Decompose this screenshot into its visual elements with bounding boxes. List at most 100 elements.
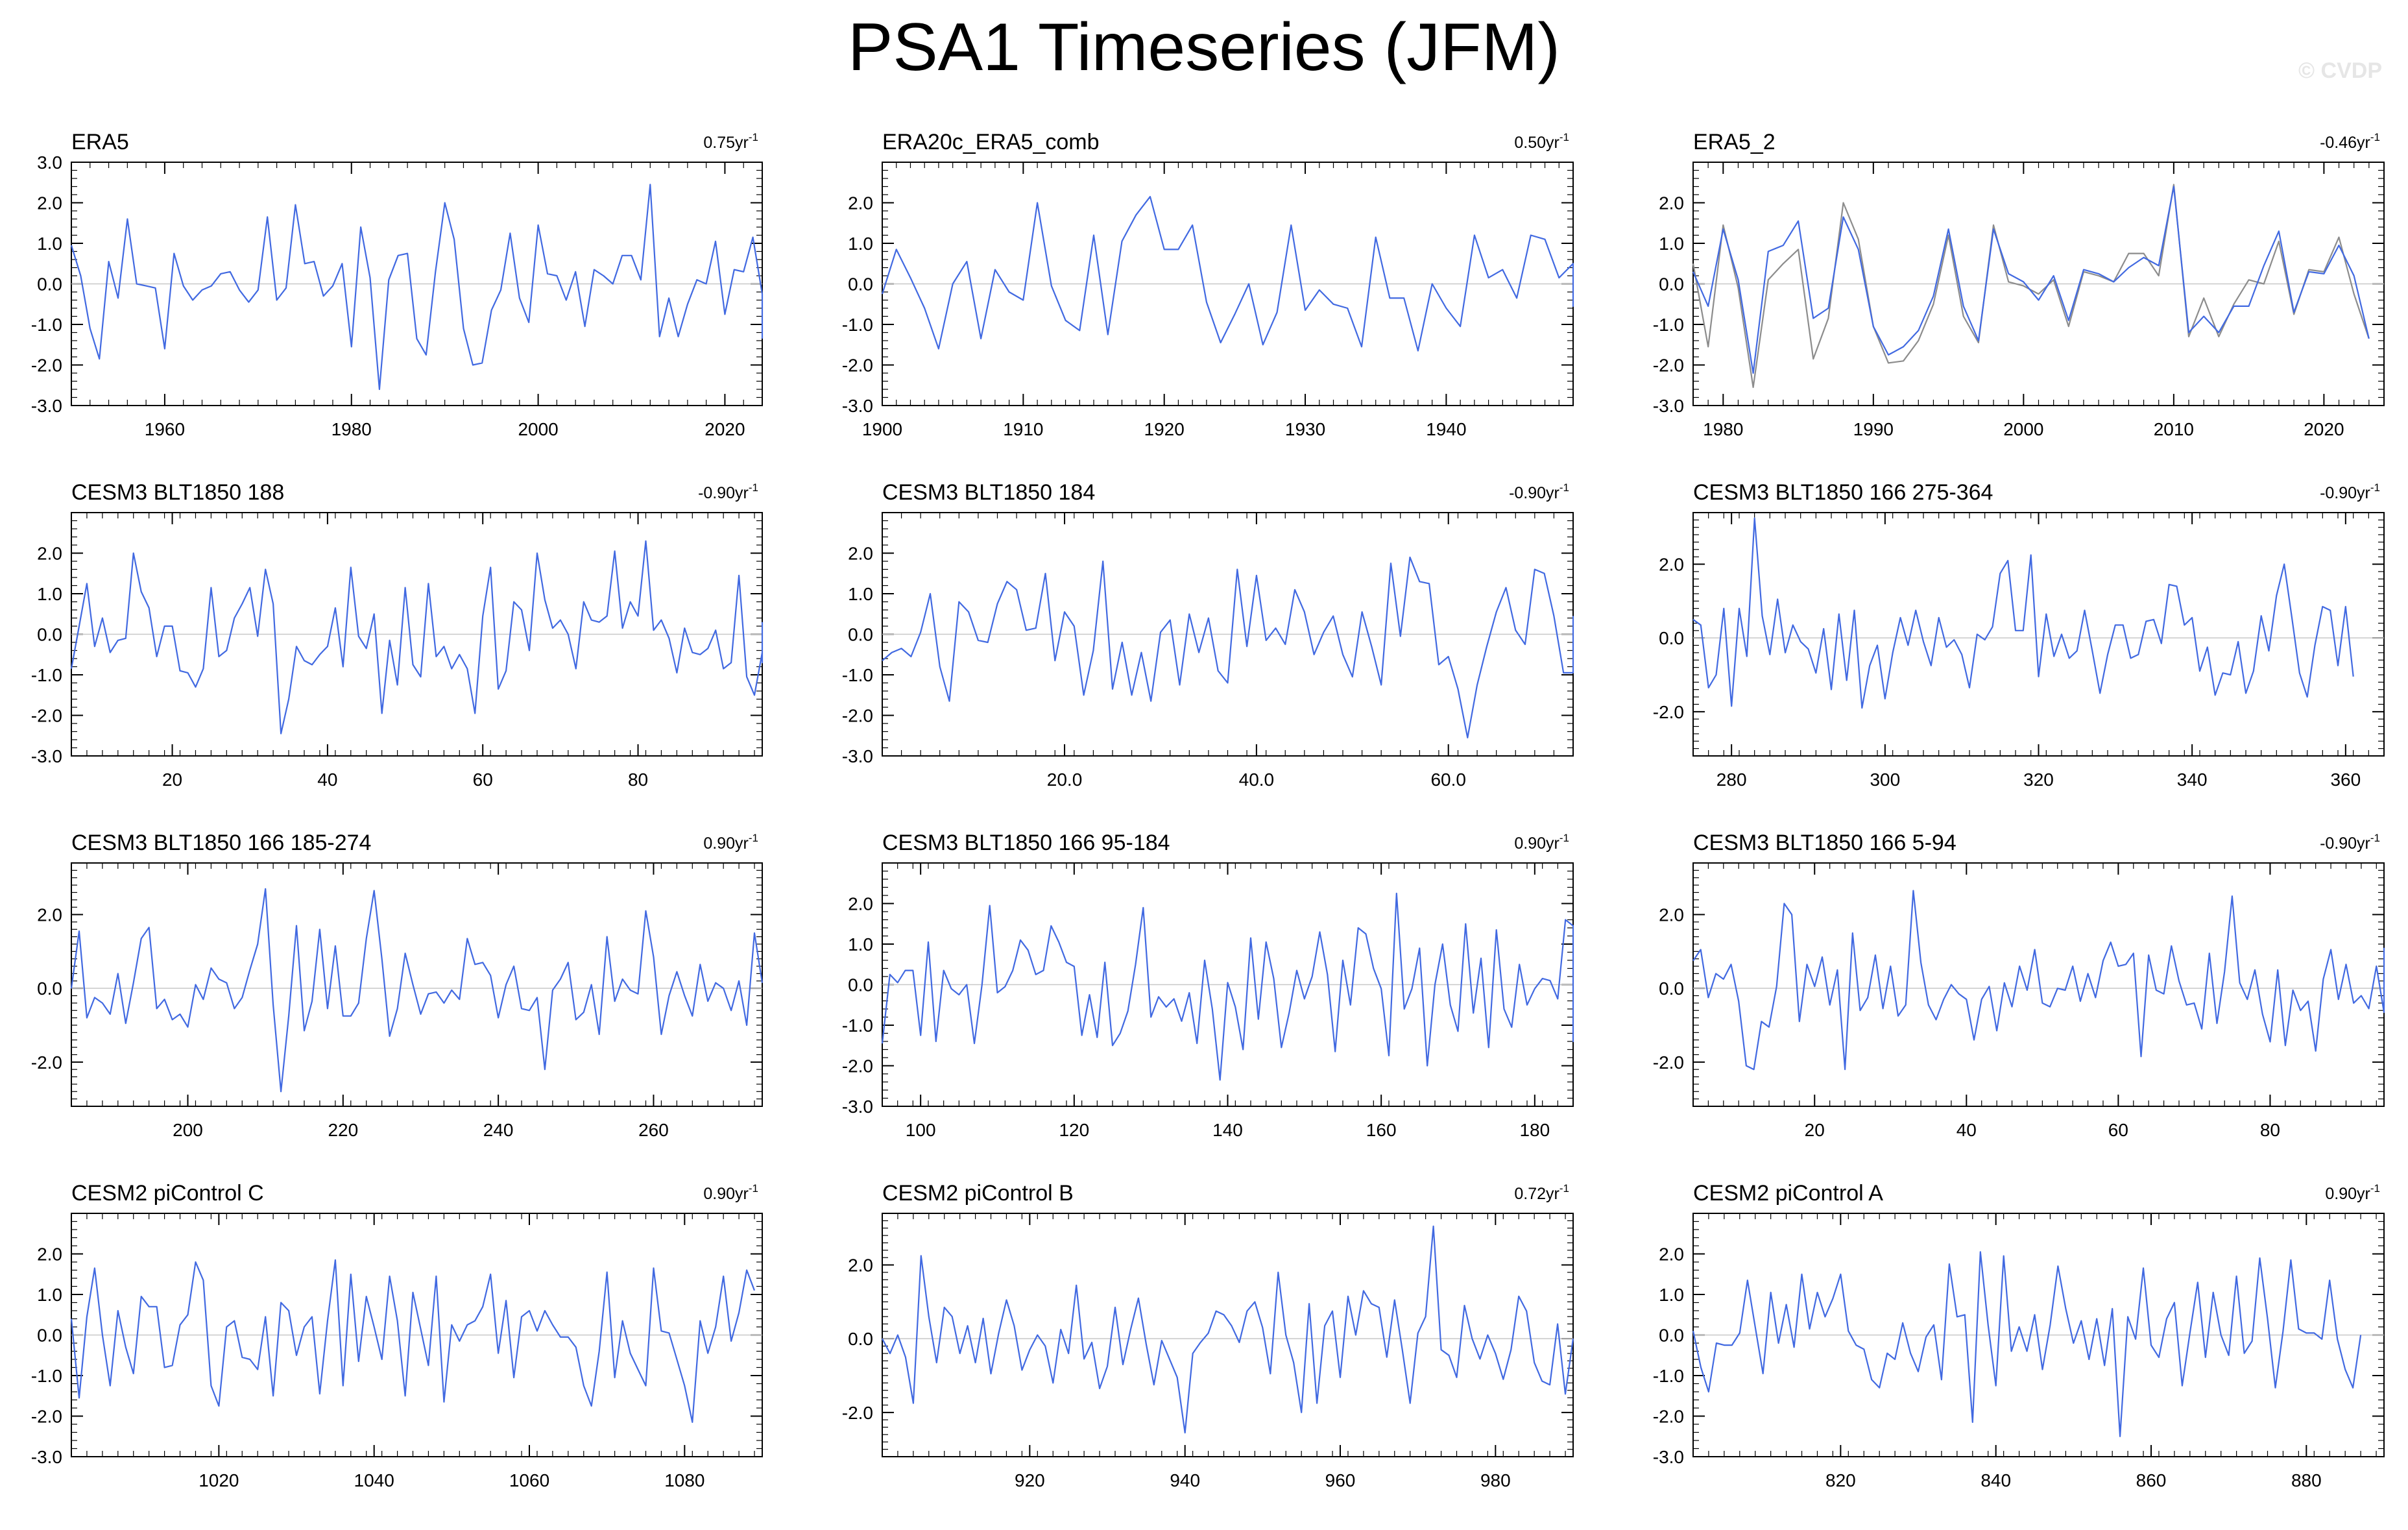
trend-unit-superscript: -1 bbox=[749, 481, 758, 494]
y-tick-label: -1.0 bbox=[31, 665, 62, 685]
x-tick-label: 260 bbox=[638, 1120, 669, 1140]
y-tick-label: 2.0 bbox=[1659, 193, 1684, 213]
trend-label: 0.50yr-1 bbox=[1514, 131, 1569, 152]
x-tick-label: 960 bbox=[1325, 1470, 1356, 1490]
x-tick-label: 80 bbox=[628, 770, 648, 790]
trend-unit-superscript: -1 bbox=[2370, 131, 2380, 143]
chart-panel-4: CESM3 BLT1850 188 -0.90yr-1 20 40 60 80 -3.0 -2… bbox=[31, 480, 764, 790]
y-tick-label: -2.0 bbox=[1653, 702, 1684, 722]
y-tick-label: -3.0 bbox=[31, 396, 62, 416]
panel-title: CESM2 piControl A bbox=[1693, 1181, 1883, 1206]
trend-unit-superscript: -1 bbox=[749, 832, 758, 844]
plot-frame bbox=[71, 862, 763, 1107]
chart-panel-2: ERA20c_ERA5_comb 0.50yr-1 1900 1910 1920 1930… bbox=[842, 130, 1574, 439]
y-tick-label: -2.0 bbox=[31, 356, 62, 376]
y-tick-label: 0.0 bbox=[37, 1326, 62, 1346]
y-tick-label: -1.0 bbox=[842, 315, 873, 335]
y-tick-label: -1.0 bbox=[1653, 1366, 1684, 1386]
y-tick-label: 0.0 bbox=[848, 1329, 873, 1349]
x-tick-label: 1900 bbox=[862, 419, 902, 439]
trend-label: -0.90yr-1 bbox=[2320, 481, 2380, 502]
y-tick-label: 2.0 bbox=[37, 544, 62, 564]
watermark: © CVDP bbox=[2298, 58, 2382, 83]
chart-panel-3: ERA5_2 -0.46yr-1 1980 1990 2000 2010 2020 -3.0 -… bbox=[1653, 130, 2385, 439]
trend-label: -0.90yr-1 bbox=[1509, 481, 1569, 502]
y-tick-label: -2.0 bbox=[842, 1056, 873, 1076]
y-tick-label: -2.0 bbox=[1653, 356, 1684, 376]
y-tick-label: 0.0 bbox=[1659, 274, 1684, 295]
x-tick-label: 20 bbox=[1805, 1120, 1825, 1140]
trend-unit-superscript: -1 bbox=[2370, 1182, 2380, 1195]
y-tick-label: 0.0 bbox=[1659, 1326, 1684, 1346]
y-tick-label: -1.0 bbox=[31, 1366, 62, 1386]
trend-label: 0.90yr-1 bbox=[703, 832, 758, 853]
trend-unit-superscript: -1 bbox=[2370, 832, 2380, 844]
x-tick-label: 180 bbox=[1519, 1120, 1550, 1140]
x-tick-label: 980 bbox=[1480, 1470, 1511, 1490]
y-tick-label: -1.0 bbox=[1653, 315, 1684, 335]
x-tick-label: 880 bbox=[2291, 1470, 2322, 1490]
panel-title: CESM2 piControl C bbox=[71, 1181, 264, 1206]
y-tick-label: 3.0 bbox=[37, 152, 62, 173]
x-tick-label: 1930 bbox=[1285, 419, 1325, 439]
x-tick-label: 1910 bbox=[1003, 419, 1043, 439]
series-line bbox=[1692, 1251, 2362, 1437]
panel-title: ERA20c_ERA5_comb bbox=[882, 130, 1100, 154]
panel-title: CESM3 BLT1850 166 185-274 bbox=[71, 831, 371, 855]
x-tick-label: 2000 bbox=[518, 419, 558, 439]
y-tick-label: -3.0 bbox=[1653, 396, 1684, 416]
y-tick-label: -3.0 bbox=[31, 746, 62, 766]
y-tick-label: 1.0 bbox=[1659, 1285, 1684, 1305]
x-tick-label: 300 bbox=[1870, 770, 1900, 790]
x-tick-label: 140 bbox=[1212, 1120, 1243, 1140]
x-tick-label: 360 bbox=[2330, 770, 2361, 790]
x-tick-label: 20.0 bbox=[1047, 770, 1083, 790]
y-tick-label: 2.0 bbox=[1659, 1245, 1684, 1265]
x-tick-label: 1960 bbox=[145, 419, 185, 439]
y-tick-label: -3.0 bbox=[31, 1447, 62, 1467]
x-tick-label: 1980 bbox=[331, 419, 372, 439]
trend-label: -0.90yr-1 bbox=[698, 481, 758, 502]
panel-title: CESM3 BLT1850 166 5-94 bbox=[1693, 831, 1956, 855]
chart-panel-10: CESM2 piControl C 0.90yr-1 1020 1040 1060 108… bbox=[31, 1181, 763, 1490]
y-tick-label: -3.0 bbox=[842, 1097, 873, 1117]
y-tick-label: 2.0 bbox=[1659, 555, 1684, 575]
x-tick-label: 280 bbox=[1716, 770, 1747, 790]
x-tick-label: 20 bbox=[162, 770, 182, 790]
y-tick-label: 0.0 bbox=[848, 975, 873, 995]
x-tick-label: 2020 bbox=[2304, 419, 2344, 439]
trend-label: -0.46yr-1 bbox=[2320, 131, 2380, 152]
y-tick-label: 2.0 bbox=[37, 905, 62, 925]
plot-frame bbox=[882, 1213, 1574, 1457]
trend-unit-superscript: -1 bbox=[1559, 131, 1569, 143]
y-tick-label: 1.0 bbox=[848, 934, 873, 954]
panel-title: CESM3 BLT1850 188 bbox=[71, 480, 284, 505]
x-tick-label: 1020 bbox=[199, 1470, 239, 1490]
x-tick-label: 40 bbox=[1956, 1120, 1977, 1140]
x-tick-label: 220 bbox=[328, 1120, 358, 1140]
y-tick-label: -3.0 bbox=[842, 396, 873, 416]
y-tick-label: 0.0 bbox=[37, 274, 62, 295]
x-tick-label: 940 bbox=[1170, 1470, 1200, 1490]
series-line bbox=[70, 1259, 756, 1423]
y-tick-label: 0.0 bbox=[37, 978, 62, 999]
y-tick-label: 0.0 bbox=[1659, 628, 1684, 648]
x-tick-label: 2010 bbox=[2154, 419, 2194, 439]
x-tick-label: 1080 bbox=[664, 1470, 704, 1490]
page-title: PSA1 Timeseries (JFM) bbox=[848, 10, 1560, 85]
x-tick-label: 1060 bbox=[509, 1470, 549, 1490]
y-tick-label: -2.0 bbox=[842, 706, 873, 726]
trend-label: 0.90yr-1 bbox=[1514, 832, 1569, 853]
series-line bbox=[882, 556, 1574, 739]
panel-title: ERA5 bbox=[71, 130, 129, 154]
x-tick-label: 1990 bbox=[1853, 419, 1894, 439]
x-tick-label: 200 bbox=[173, 1120, 203, 1140]
y-tick-label: 1.0 bbox=[37, 234, 62, 254]
y-tick-label: 1.0 bbox=[1659, 234, 1684, 254]
trend-unit-superscript: -1 bbox=[1559, 832, 1569, 844]
x-tick-label: 60.0 bbox=[1430, 770, 1466, 790]
series-line bbox=[881, 196, 1574, 352]
x-tick-label: 80 bbox=[2260, 1120, 2280, 1140]
trend-label: 0.90yr-1 bbox=[703, 1182, 758, 1203]
trend-label: 0.90yr-1 bbox=[2325, 1182, 2380, 1203]
